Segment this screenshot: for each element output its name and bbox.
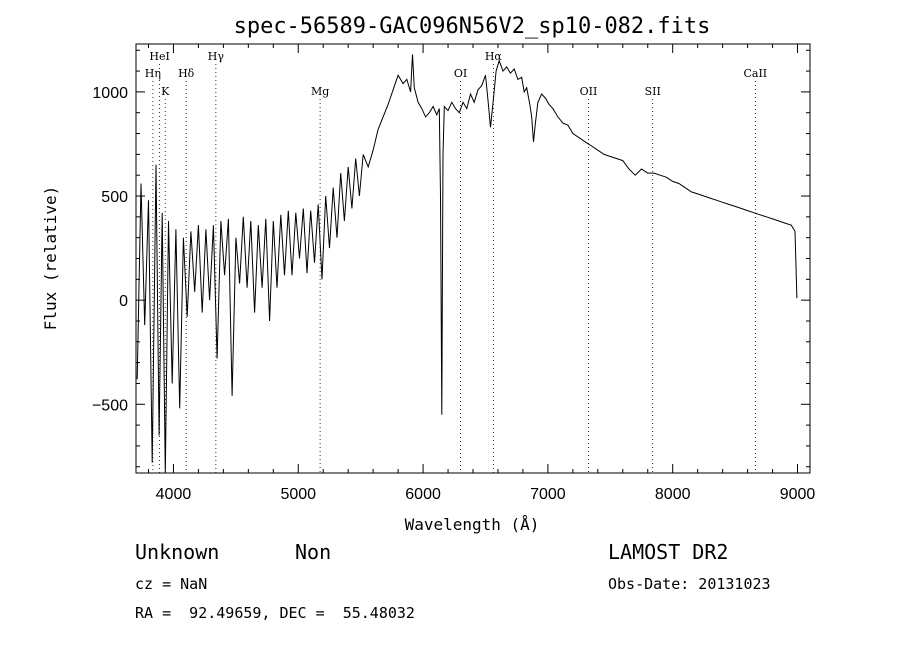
spectral-line-label: Hγ xyxy=(208,50,225,63)
spectral-line-label: Hα xyxy=(485,50,503,63)
coordinates: RA = 92.49659, DEC = 55.48032 xyxy=(135,604,415,622)
spectral-line-markers: HeI HηK Hδ Hγ Mg OI Hα OII SII CaII xyxy=(145,50,767,473)
x-axis-label: Wavelength (Å) xyxy=(405,515,540,534)
redshift-value: cz = NaN xyxy=(135,575,208,593)
x-tick-label: 4000 xyxy=(156,486,192,503)
chart-title: spec-56589-GAC096N56V2_sp10-082.fits xyxy=(234,14,711,39)
x-tick-label: 8000 xyxy=(655,486,691,503)
object-class: Unknown xyxy=(135,540,220,564)
y-tick-label: 0 xyxy=(119,293,128,310)
y-tick-label: −500 xyxy=(92,397,128,414)
spectral-line-label: OI xyxy=(454,67,467,80)
object-subclass: Non xyxy=(295,540,332,564)
axis-ticks xyxy=(136,44,810,473)
x-tick-label: 7000 xyxy=(530,486,566,503)
spectral-line-label: K xyxy=(161,85,170,98)
spectral-line-label: SII xyxy=(645,85,661,98)
y-tick-label: 1000 xyxy=(92,85,128,102)
spectrum-series-line xyxy=(136,54,798,474)
spectral-line-label: Mg xyxy=(311,85,329,98)
survey-name: LAMOST DR2 xyxy=(608,540,729,564)
obs-date: Obs-Date: 20131023 xyxy=(608,575,771,593)
spectral-line-label: Hη xyxy=(145,67,161,80)
y-tick-label: 500 xyxy=(101,189,128,206)
axis-tick-labels: 4000 5000 6000 7000 8000 9000 −500 0 500 1000 xyxy=(92,85,815,503)
x-tick-label: 9000 xyxy=(780,486,816,503)
spectral-line-label: CaII xyxy=(743,67,767,80)
spectral-line-label: OII xyxy=(580,85,598,98)
spectral-line-label: HeI xyxy=(149,50,169,63)
x-tick-label: 6000 xyxy=(405,486,441,503)
x-tick-label: 5000 xyxy=(280,486,316,503)
y-axis-label: Flux (relative) xyxy=(41,186,60,331)
spectral-line-label: Hδ xyxy=(178,67,195,80)
